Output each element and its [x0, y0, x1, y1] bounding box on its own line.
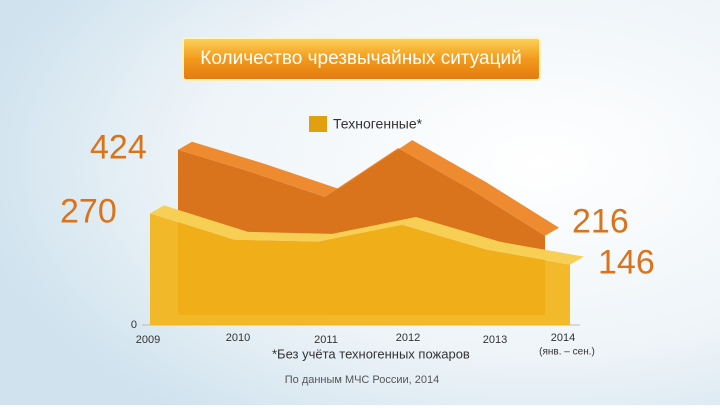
source: По данным МЧС России, 2014 [285, 374, 440, 386]
area-top [178, 140, 559, 236]
footnote: *Без учёта техногенных пожаров [272, 346, 470, 361]
x-tick-label: 2009 [136, 334, 160, 346]
data-label: 146 [598, 244, 655, 282]
area [150, 213, 570, 325]
x-tick-label: 2014 [551, 332, 575, 344]
category-note: (янв. – сен.) [539, 347, 595, 358]
x-tick-label: 2013 [483, 334, 507, 346]
legend-swatch [309, 116, 327, 132]
data-label: 216 [572, 203, 629, 241]
chart-title: Количество чрезвычайных ситуаций [200, 48, 521, 69]
y-tick-label: 0 [131, 319, 137, 331]
legend-label: Техногенные* [333, 116, 423, 132]
data-label: 424 [90, 129, 147, 167]
title-box [182, 37, 541, 81]
data-label: 270 [60, 192, 117, 230]
x-tick-label: 2012 [396, 332, 420, 344]
x-tick-label: 2010 [226, 332, 250, 344]
area-top [150, 205, 584, 265]
x-tick-label: 2011 [314, 334, 338, 346]
